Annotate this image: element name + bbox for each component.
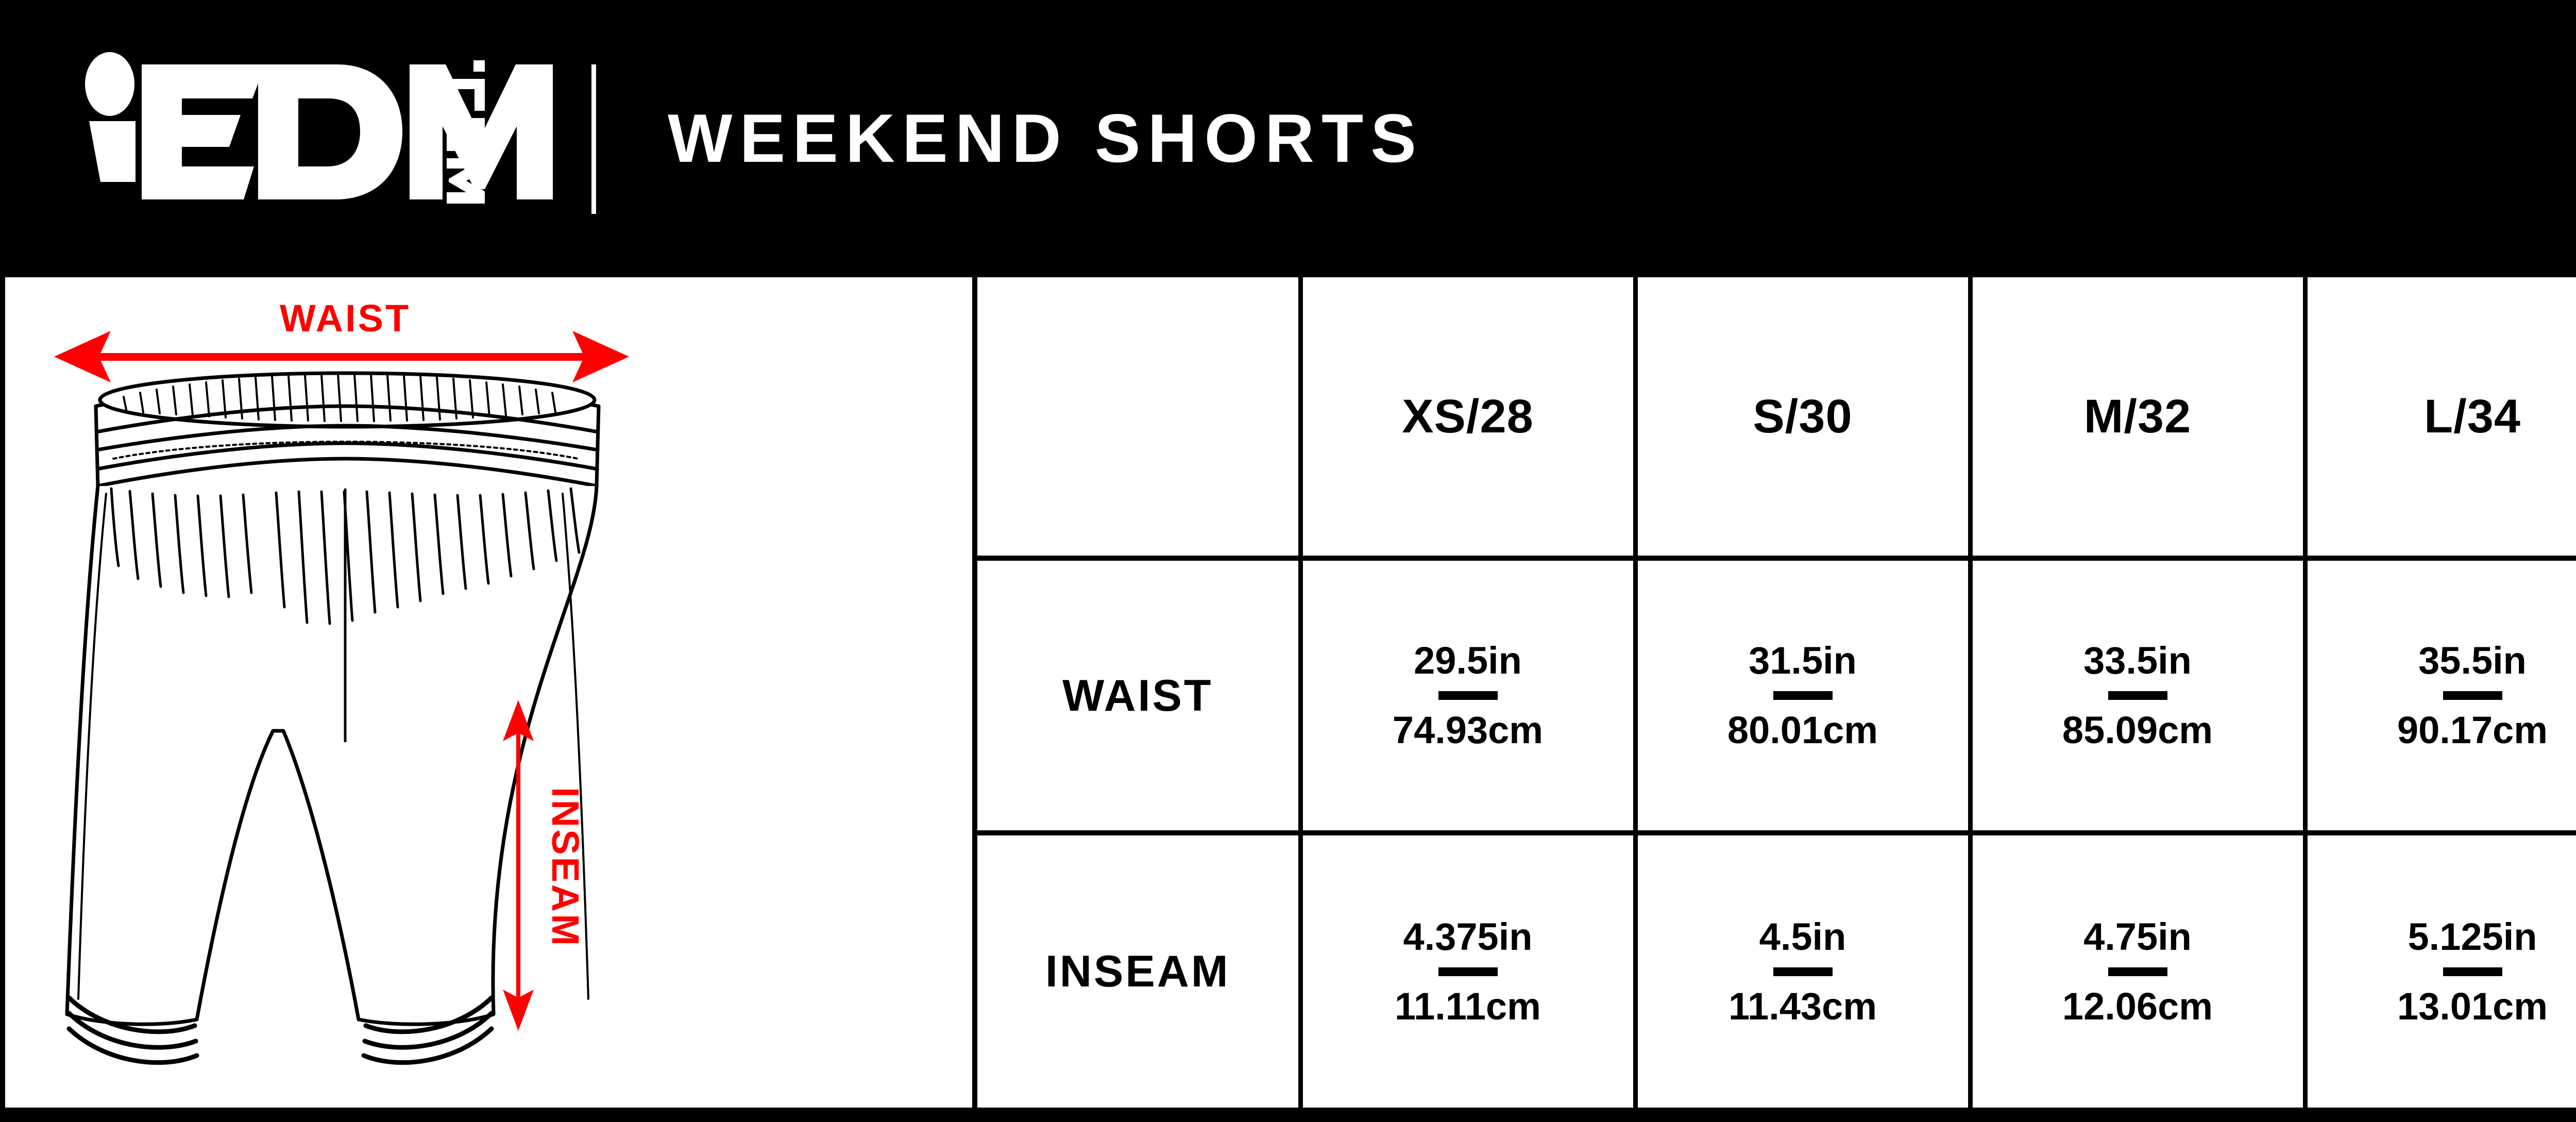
value-cm: 74.93cm [1392, 709, 1544, 751]
column-header-xs: XS/28 [1298, 277, 1635, 561]
value-inches: 4.5in [1759, 915, 1846, 958]
unit-separator-bar [1773, 967, 1833, 976]
table-row-waist: WAIST 29.5in 74.93cm 31.5in 80.01cm 33.5… [977, 558, 2576, 835]
cell-inseam-xs: 4.375in 11.11cm [1298, 833, 1635, 1108]
value-inches: 35.5in [2418, 639, 2527, 682]
value-inches: 33.5in [2083, 639, 2192, 682]
column-header-label: L/34 [2424, 390, 2521, 443]
value-cm: 13.01cm [2397, 984, 2548, 1028]
unit-separator-bar [1773, 691, 1833, 700]
iedm-logo[interactable] [49, 49, 574, 219]
content-area: WAIST [0, 277, 2576, 1122]
value-cm: 80.01cm [1727, 709, 1878, 751]
table-row-inseam: INSEAM 4.375in 11.11cm 4.5in 11.43cm 4.7… [977, 833, 2576, 1108]
cell-inseam-l: 5.125in 13.01cm [2302, 833, 2576, 1108]
size-chart-table: XS/28 S/30 M/32 L/34 XL/36 2XL/38 WAIST … [977, 277, 2576, 1108]
table-header-row: XS/28 S/30 M/32 L/34 XL/36 2XL/38 [977, 277, 2576, 561]
table-corner-cell [977, 277, 1300, 561]
panel-divider [972, 277, 977, 1108]
value-inches: 5.125in [2408, 915, 2537, 958]
row-label: WAIST [1062, 671, 1213, 721]
value-cm: 85.09cm [2062, 709, 2213, 751]
value-cm: 90.17cm [2397, 709, 2548, 751]
unit-separator-bar [2443, 967, 2502, 976]
page-title: WEEKEND SHORTS [668, 100, 1423, 177]
column-header-label: M/32 [2083, 390, 2192, 443]
value-inches: 4.75in [2083, 915, 2192, 958]
column-header-label: S/30 [1753, 390, 1853, 443]
cell-waist-s: 31.5in 80.01cm [1633, 558, 1970, 835]
row-header-inseam: INSEAM [977, 833, 1300, 1108]
cell-waist-m: 33.5in 85.09cm [1968, 558, 2305, 835]
waist-arrow-label: WAIST [280, 297, 411, 340]
value-cm: 11.11cm [1395, 984, 1541, 1028]
value-inches: 31.5in [1749, 639, 1857, 682]
column-header-l: L/34 [2302, 277, 2576, 561]
unit-separator-bar [2108, 967, 2167, 976]
inseam-arrow [503, 700, 534, 1031]
row-label: INSEAM [1045, 947, 1230, 996]
cell-inseam-m: 4.75in 12.06cm [1968, 833, 2305, 1108]
value-cm: 12.06cm [2062, 984, 2213, 1028]
page-header: WEEKEND SHORTS [0, 0, 2576, 277]
cell-inseam-s: 4.5in 11.43cm [1633, 833, 1970, 1108]
column-header-label: XS/28 [1402, 390, 1534, 443]
cell-waist-xs: 29.5in 74.93cm [1298, 558, 1635, 835]
column-header-s: S/30 [1633, 277, 1970, 561]
cell-waist-l: 35.5in 90.17cm [2302, 558, 2576, 835]
inseam-arrow-label: INSEAM [544, 787, 587, 948]
value-inches: 29.5in [1414, 639, 1522, 682]
value-inches: 4.375in [1403, 915, 1533, 958]
waist-arrow [54, 331, 629, 382]
column-header-m: M/32 [1968, 277, 2305, 561]
unit-separator-bar [1438, 691, 1498, 700]
unit-separator-bar [1438, 967, 1498, 976]
shorts-diagram: WAIST [5, 277, 972, 1108]
unit-separator-bar [2108, 691, 2167, 700]
row-header-waist: WAIST [977, 558, 1300, 835]
header-divider [591, 64, 596, 214]
unit-separator-bar [2443, 691, 2502, 700]
value-cm: 11.43cm [1728, 984, 1877, 1028]
